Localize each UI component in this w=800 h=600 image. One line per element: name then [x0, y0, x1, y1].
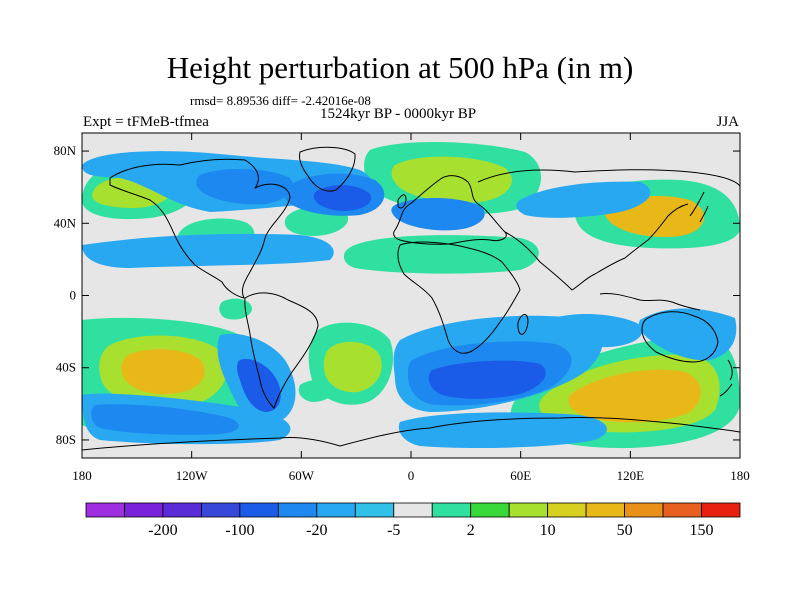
colorbar-swatch: [201, 502, 241, 518]
pos-blob-scandinavia-core: [391, 156, 512, 203]
europe-coast: [393, 175, 507, 245]
pos-blob-east-pacific-small: [298, 379, 334, 402]
colorbar-label: 50: [617, 522, 633, 539]
colorbar-swatch: [316, 502, 356, 518]
colorbar: -200 -100 -20 -5 2 10 50 150: [85, 502, 741, 539]
pos-blob-satlantic-core: [323, 341, 382, 393]
neg-blob-tasman: [638, 308, 737, 361]
x-tick-label: 60W: [289, 468, 315, 483]
coastlines: [82, 146, 740, 451]
colorbar-swatch: [431, 502, 472, 518]
colorbar-label: -5: [387, 522, 400, 539]
axis-ticks: 180 120W 60W 0 60E 120E 180 80N 40N 0 40S 80S: [54, 133, 750, 483]
stats-text: rmsd= 8.89536 diff= -2.42016e-08: [190, 93, 371, 108]
japan-coast: [689, 191, 709, 223]
uk-coast: [397, 194, 407, 209]
x-tick-label: 180: [730, 468, 750, 483]
colorbar-label: 2: [467, 522, 475, 539]
pos-blob-spacific-core: [121, 349, 205, 395]
figure-title: Height perturbation at 500 hPa (in m): [166, 50, 634, 85]
colorbar-label: 10: [540, 522, 556, 539]
pos-blob-south-america-east: [219, 298, 252, 320]
neg-blob-europe: [391, 197, 485, 231]
indonesia-coast: [599, 293, 701, 311]
anomaly-field: [82, 133, 740, 458]
colorbar-label: 150: [690, 522, 714, 539]
colorbar-swatch: [701, 502, 741, 518]
x-tick-label: 120W: [176, 468, 209, 483]
colorbar-swatch: [124, 502, 164, 518]
neg-blob-indian: [551, 314, 643, 348]
y-tick-label: 80N: [54, 143, 77, 158]
y-tick-label: 40S: [56, 360, 76, 375]
colorbar-swatch: [547, 502, 587, 518]
new-zealand-coast: [719, 359, 733, 397]
colorbar-swatch: [85, 502, 125, 518]
x-tick-label: 120E: [617, 468, 645, 483]
colorbar-swatch: [239, 502, 279, 518]
x-tick-label: 0: [408, 468, 415, 483]
madagascar-coast: [517, 314, 529, 335]
colorbar-swatch: [277, 502, 318, 518]
experiment-label: Expt = tFMeB-tfmea: [83, 114, 209, 130]
colorbar-swatch: [624, 502, 664, 518]
colorbar-label: -200: [148, 522, 177, 539]
y-tick-label: 80S: [56, 432, 76, 447]
neg-blob-tropical-band: [82, 233, 334, 268]
south-america-coast: [244, 292, 319, 409]
colorbar-swatch: [585, 502, 625, 518]
north-america-coast: [109, 158, 291, 299]
period-text: 1524kyr BP - 0000kyr BP: [320, 106, 477, 122]
africa-coast: [397, 241, 521, 354]
neg-blob-canada: [196, 168, 293, 205]
neg-blob-south-pacific-core: [91, 404, 239, 435]
y-tick-label: 0: [70, 288, 77, 303]
season-label: JJA: [716, 114, 739, 130]
colorbar-label: -20: [306, 522, 327, 539]
neg-blob-south-atlantic-core: [428, 360, 546, 399]
greenland-coast: [299, 146, 356, 192]
neg-blob-greenland-core: [313, 185, 372, 211]
x-tick-label: 180: [72, 468, 92, 483]
antarctica-coast: [82, 416, 740, 451]
colorbar-label: -100: [225, 522, 254, 539]
neg-blob-southern-ocean: [398, 412, 607, 448]
australia-coast: [641, 311, 719, 363]
colorbar-swatch: [354, 502, 395, 518]
pos-blob-indian-ocean-core: [568, 369, 701, 423]
y-tick-label: 40N: [54, 215, 77, 230]
colorbar-swatch: [508, 502, 549, 518]
asia-coast: [477, 169, 740, 291]
colorbar-swatch: [470, 502, 510, 518]
neg-blob-south-america-core: [237, 359, 281, 412]
x-tick-label: 60E: [510, 468, 531, 483]
pos-blob-mediterranean: [343, 235, 539, 274]
colorbar-swatch: [662, 502, 702, 518]
colorbar-swatch: [393, 502, 433, 518]
neg-blob-siberia: [516, 181, 651, 218]
colorbar-swatch: [162, 502, 202, 518]
